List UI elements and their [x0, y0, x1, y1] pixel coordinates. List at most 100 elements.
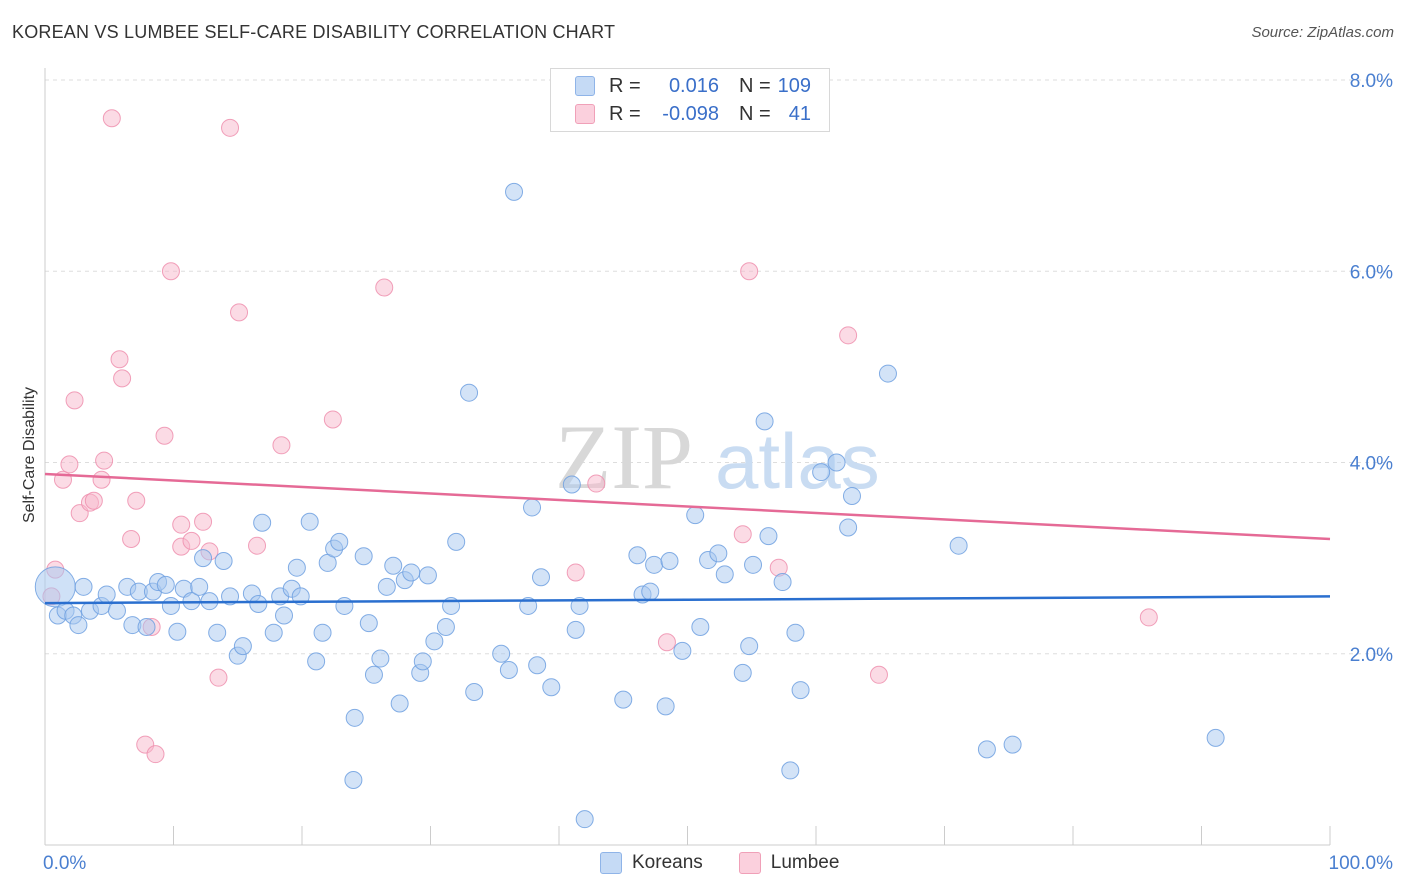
lumbee-point	[272, 436, 291, 455]
korean-point	[755, 412, 774, 431]
korean-point	[878, 364, 897, 383]
korean-point	[384, 556, 403, 575]
korean-point	[499, 661, 518, 680]
korean-point	[641, 582, 660, 601]
korean-point	[673, 641, 692, 660]
korean-point	[532, 568, 551, 587]
korean-point	[330, 532, 349, 551]
korean-point	[786, 623, 805, 642]
legend-swatch-koreans	[600, 852, 622, 874]
watermark-zip: ZIP	[555, 406, 693, 508]
korean-point	[221, 587, 240, 606]
lumbee-trend-line	[44, 472, 1331, 541]
lumbee-point	[587, 474, 606, 493]
korean-point	[492, 644, 511, 663]
x-tick-label: 0.0%	[43, 853, 86, 874]
korean-point	[344, 770, 363, 789]
korean-point	[425, 632, 444, 651]
lumbee-point	[248, 536, 267, 555]
r-label: R =	[609, 74, 641, 97]
trend-lines	[44, 472, 1331, 605]
chart-title: KOREAN VS LUMBEE SELF-CARE DISABILITY CO…	[12, 22, 616, 42]
korean-point	[253, 513, 272, 532]
r-value: -0.098	[662, 102, 719, 125]
korean-point	[287, 558, 306, 577]
korean-point	[460, 383, 479, 402]
legend-label-koreans: Koreans	[632, 852, 703, 873]
n-value: 109	[777, 74, 811, 97]
korean-point	[691, 617, 710, 636]
axes	[44, 68, 1331, 846]
lumbee-point	[84, 491, 103, 510]
korean-point	[791, 681, 810, 700]
korean-point	[628, 546, 647, 565]
korean-point	[156, 575, 175, 594]
korean-point	[505, 182, 524, 201]
korean-point	[313, 623, 332, 642]
lumbee-point	[657, 633, 676, 652]
lumbee-point	[1139, 608, 1158, 627]
korean-point	[74, 577, 93, 596]
korean-point	[377, 577, 396, 596]
korean-point	[656, 697, 675, 716]
korean-point	[264, 623, 283, 642]
y-axis-label: Self-Care Disability	[21, 387, 38, 523]
korean-point	[949, 536, 968, 555]
korean-point	[839, 518, 858, 537]
legend-item-koreans: Koreans	[600, 852, 703, 874]
lumbee-point	[146, 745, 165, 764]
korean-point	[709, 544, 728, 563]
lumbee-point	[230, 303, 249, 322]
lumbee-point	[375, 278, 394, 297]
korean-point	[827, 453, 846, 472]
korean-point	[1206, 728, 1225, 747]
y-tick-label: 4.0%	[1350, 454, 1393, 475]
n-label: N =	[739, 74, 771, 97]
korean-point	[660, 551, 679, 570]
korean-point	[686, 506, 705, 525]
korean-point	[715, 565, 734, 584]
korean-point	[69, 616, 88, 635]
korean-point	[300, 512, 319, 531]
lumbee-point	[95, 451, 114, 470]
lumbee-point	[65, 391, 84, 410]
lumbee-point	[839, 326, 858, 345]
korean-point	[733, 663, 752, 682]
lumbee-point	[122, 530, 141, 548]
tick-labels: 2.0% 4.0% 6.0% 8.0% 0.0% 100.0%	[43, 71, 1393, 874]
lumbee-point	[102, 109, 121, 128]
korean-point	[570, 596, 589, 615]
lumbee-point	[740, 262, 759, 281]
korean-point	[364, 665, 383, 684]
lumbee-point	[209, 668, 228, 687]
lumbee-point	[172, 515, 191, 534]
korean-point	[781, 761, 800, 780]
legend-swatch-koreans	[575, 76, 595, 96]
legend-label-lumbee: Lumbee	[770, 852, 840, 873]
r-label: R =	[609, 102, 641, 125]
korean-point	[977, 740, 996, 759]
lumbee-point	[182, 531, 201, 550]
r-value: 0.016	[668, 74, 719, 97]
korean-point	[168, 622, 187, 641]
korean-point	[161, 596, 180, 615]
lumbee-point	[155, 426, 174, 445]
stats-legend: R = 0.016 N = 109 R = -0.098 N = 41	[550, 68, 830, 132]
korean-point	[528, 656, 547, 675]
lumbee-point	[60, 455, 79, 474]
legend-item-lumbee: Lumbee	[738, 852, 840, 874]
korean-point	[614, 690, 633, 709]
y-tick-label: 8.0%	[1350, 71, 1393, 92]
y-tick-label: 2.0%	[1350, 645, 1393, 666]
korean-point	[447, 532, 466, 551]
korean-point	[402, 563, 421, 582]
lumbee-point	[733, 525, 752, 544]
legend-row-lumbee: R = -0.098 N = 41	[575, 101, 811, 127]
korean-point	[542, 678, 561, 697]
lumbee-point	[161, 262, 180, 281]
korean-point	[1003, 735, 1022, 754]
korean-point	[233, 637, 252, 656]
n-label: N =	[739, 102, 771, 125]
korean-point	[275, 606, 294, 625]
